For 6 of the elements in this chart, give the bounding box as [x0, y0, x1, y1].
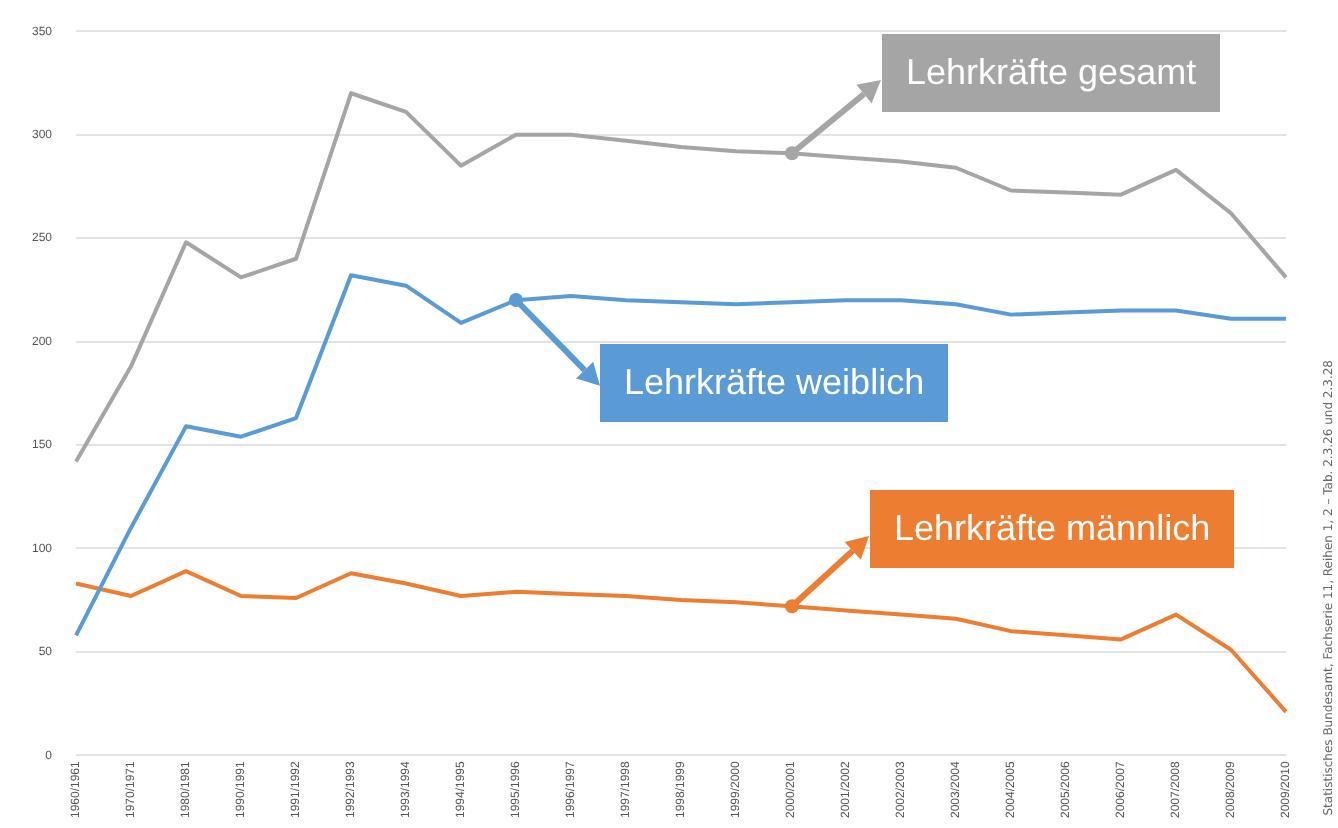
point	[784, 599, 798, 614]
legend-label: Lehrkräfte weiblich	[600, 344, 949, 422]
point	[509, 293, 523, 308]
point	[784, 146, 798, 161]
legend-label: Lehrkräfte gesamt	[882, 34, 1221, 112]
legend-label: Lehrkräfte männlich	[870, 490, 1235, 568]
